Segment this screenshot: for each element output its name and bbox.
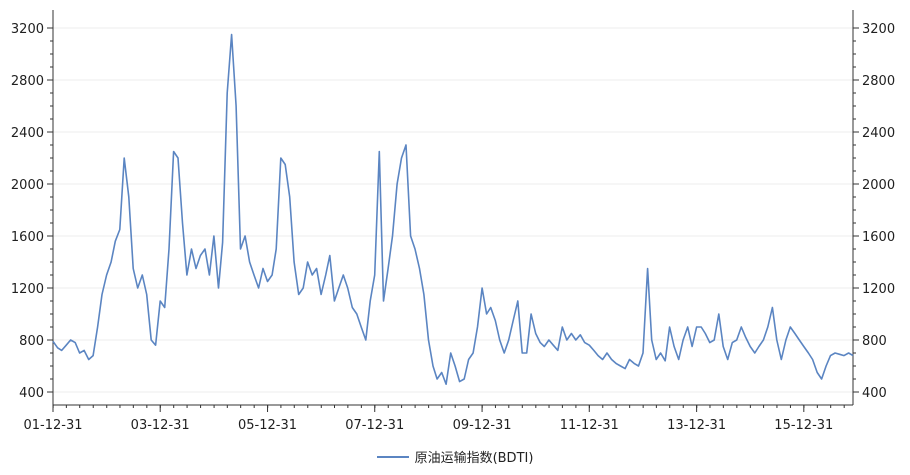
y-tick-label-left: 2400 [11, 126, 44, 141]
y-tick-label-right: 2400 [862, 126, 895, 141]
y-tick-label-right: 3200 [862, 22, 895, 37]
legend-label: 原油运输指数(BDTI) [414, 451, 534, 466]
x-tick-label: 03-12-31 [131, 418, 190, 433]
y-tick-label-left: 1200 [11, 282, 44, 297]
y-tick-label-left: 2000 [11, 178, 44, 193]
y-tick-label-right: 400 [862, 386, 887, 401]
x-tick-label: 05-12-31 [238, 418, 297, 433]
y-tick-label-right: 1600 [862, 230, 895, 245]
legend: 原油运输指数(BDTI) [0, 447, 910, 466]
x-tick-label: 09-12-31 [453, 418, 512, 433]
axes: 400 400 800 800 1200 1200 1600 1600 2000 2000 2400… [11, 10, 895, 433]
grid-lines [53, 27, 853, 393]
y-tick-label-left: 1600 [11, 230, 44, 245]
x-tick-label: 15-12-31 [774, 418, 833, 433]
x-tick-label: 07-12-31 [345, 418, 404, 433]
y-tick-label-right: 1200 [862, 282, 895, 297]
x-tick-label: 13-12-31 [667, 418, 726, 433]
y-tick-label-right: 800 [862, 334, 887, 349]
y-tick-label-left: 800 [19, 334, 44, 349]
y-tick-label-right: 2000 [862, 178, 895, 193]
y-tick-label-left: 400 [19, 386, 44, 401]
legend-swatch [376, 455, 409, 458]
series-layer [52, 33, 854, 385]
series-line-0 [52, 33, 854, 385]
y-tick-label-right: 2800 [862, 74, 895, 89]
x-tick-label: 11-12-31 [560, 418, 619, 433]
y-tick-label-left: 2800 [11, 74, 44, 89]
y-tick-label-left: 3200 [11, 22, 44, 37]
x-tick-label: 01-12-31 [23, 418, 82, 433]
